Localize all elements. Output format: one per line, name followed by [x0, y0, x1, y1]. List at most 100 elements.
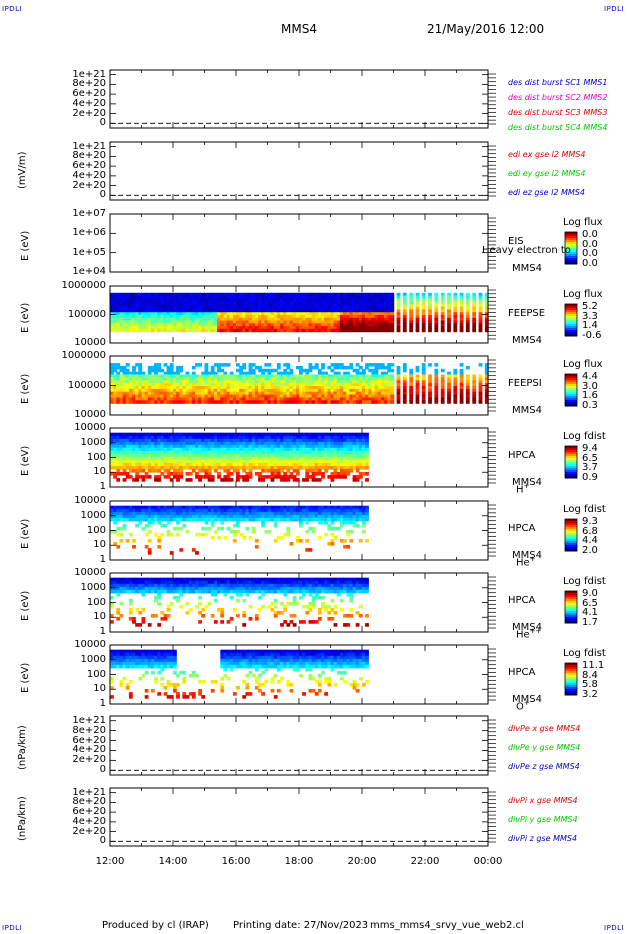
spectro-cell: [147, 450, 152, 455]
spectro-cell: [169, 301, 174, 305]
spectro-cell: [299, 377, 303, 381]
spectro-cell: [289, 441, 294, 446]
spectro-cell: [453, 328, 458, 333]
spectro-cell: [311, 456, 316, 461]
spectro-cell: [226, 400, 231, 404]
spectro-cell: [302, 508, 306, 513]
spectro-cell: [185, 371, 190, 376]
spectro-cell: [336, 459, 341, 464]
spectro-cell: [254, 309, 259, 313]
spectro-cell: [128, 475, 133, 479]
spectro-cell: [428, 312, 432, 316]
spectro-cell: [280, 306, 284, 311]
spectro-cell: [327, 394, 332, 399]
spectro-cell: [128, 441, 133, 446]
spectro-cell: [135, 295, 139, 299]
spectro-cell: [173, 380, 177, 384]
spectro-cell: [116, 611, 121, 615]
spectro-cell: [125, 317, 130, 322]
spectro-cell: [232, 514, 237, 519]
spectro-cell: [242, 456, 247, 461]
spectro-cell: [295, 365, 300, 370]
spectro-cell: [459, 386, 464, 390]
spectro-cell: [314, 365, 319, 370]
spectro-cell: [258, 377, 262, 381]
spectro-cell: [440, 326, 445, 330]
spectro-cell: [232, 374, 237, 378]
spectro-cell: [459, 388, 464, 393]
spectro-cell: [317, 298, 322, 302]
spectro-cell: [283, 463, 288, 467]
spectro-cell: [333, 377, 338, 381]
spectro-cell: [220, 391, 225, 396]
spectro-cell: [248, 328, 253, 333]
spectro-cell: [447, 315, 451, 319]
spectro-cell: [289, 438, 294, 443]
spectro-cell: [138, 453, 143, 458]
spectro-cell: [150, 388, 155, 393]
spectro-cell: [207, 301, 212, 305]
spectro-cell: [242, 459, 247, 464]
spectro-cell: [264, 303, 269, 308]
spectro-cell: [352, 435, 357, 440]
spectro-cell: [362, 323, 366, 327]
spectro-cell: [122, 478, 127, 482]
spectro-cell: [122, 514, 127, 519]
spectro-cell: [154, 444, 158, 449]
spectro-cell: [251, 306, 256, 311]
spectro-cell: [267, 438, 272, 443]
spectro-cell: [166, 450, 171, 455]
spectro-cell: [349, 326, 354, 330]
spectro-cell: [346, 459, 351, 464]
spectro-cell: [226, 432, 231, 437]
spectro-cell: [113, 456, 117, 461]
spectro-cell: [163, 397, 168, 401]
spectro-cell: [245, 511, 250, 516]
spectro-cell: [336, 306, 341, 311]
colorbar-step: [565, 537, 577, 540]
spectro-cell: [280, 397, 284, 401]
spectro-cell: [402, 363, 407, 367]
spectro-cell: [484, 400, 489, 404]
spectro-cell: [132, 463, 136, 467]
spectro-cell: [122, 301, 127, 305]
spectro-cell: [339, 459, 344, 464]
spectro-cell: [459, 323, 464, 327]
spectro-cell: [163, 374, 168, 378]
spectro-cell: [273, 523, 278, 528]
spectro-cell: [128, 328, 133, 333]
spectro-cell: [242, 301, 247, 305]
spectro-cell: [346, 365, 351, 370]
colorbar-step: [565, 236, 577, 239]
spectro-cell: [166, 298, 171, 302]
spectro-cell: [163, 459, 168, 464]
spectro-cell: [232, 508, 237, 513]
spectro-cell: [195, 453, 199, 458]
spectro-cell: [270, 301, 275, 305]
spectro-cell: [305, 394, 310, 399]
colorbar-step: [565, 326, 577, 329]
spectro-cell: [185, 377, 190, 381]
spectro-cell: [368, 374, 373, 378]
spectro-cell: [254, 514, 259, 519]
spectro-cell: [242, 388, 247, 393]
spectro-cell: [380, 309, 385, 313]
spectro-cell: [267, 456, 272, 461]
spectrogram-hpca-h: [110, 432, 369, 482]
spectro-cell: [311, 312, 316, 316]
spectro-cell: [336, 295, 341, 299]
spectro-cell: [343, 391, 347, 396]
spectro-cell: [185, 309, 190, 313]
spectro-cell: [242, 292, 247, 297]
spectro-cell: [311, 466, 316, 470]
spectro-cell: [377, 394, 382, 399]
spectro-cell: [210, 514, 215, 519]
spectro-cell: [169, 371, 174, 376]
spectro-cell: [198, 456, 202, 461]
spectro-cell: [365, 394, 369, 399]
spectro-cell: [144, 441, 149, 446]
spectro-cell: [185, 514, 190, 519]
spectro-cell: [116, 514, 121, 519]
spectro-cell: [352, 450, 357, 455]
spectro-cell: [116, 394, 121, 399]
